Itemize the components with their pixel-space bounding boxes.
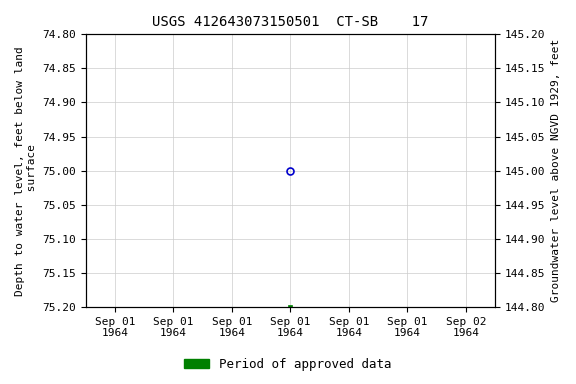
- Legend: Period of approved data: Period of approved data: [179, 353, 397, 376]
- Y-axis label: Groundwater level above NGVD 1929, feet: Groundwater level above NGVD 1929, feet: [551, 39, 561, 302]
- Title: USGS 412643073150501  CT-SB    17: USGS 412643073150501 CT-SB 17: [152, 15, 429, 29]
- Y-axis label: Depth to water level, feet below land
 surface: Depth to water level, feet below land su…: [15, 46, 37, 296]
